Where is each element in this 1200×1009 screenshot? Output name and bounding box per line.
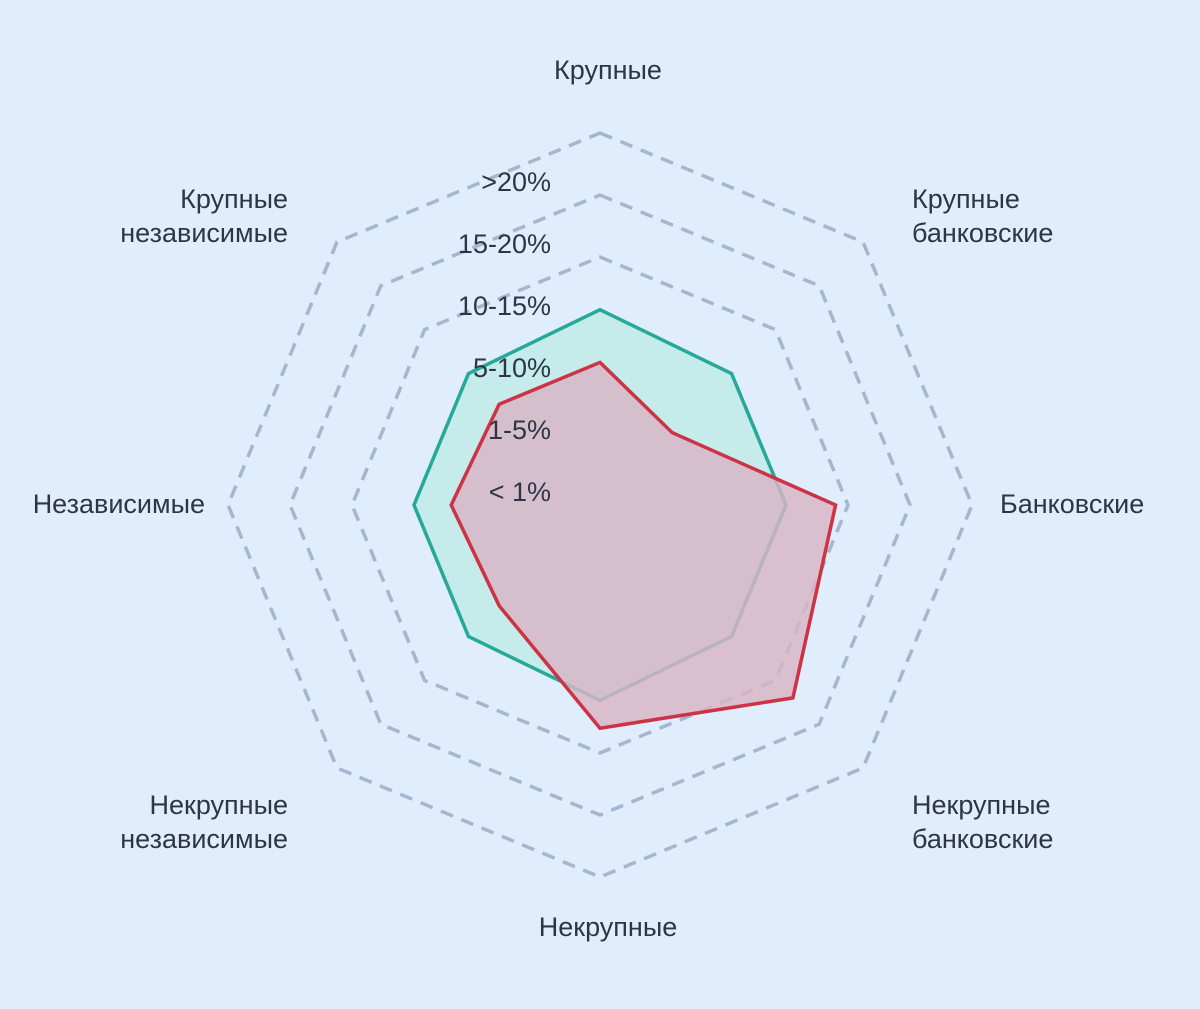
level-label: 5-10% (473, 353, 551, 383)
series-polygon (449, 360, 838, 731)
axis-label-line: Некрупные (150, 790, 289, 820)
grid-ring (350, 255, 850, 755)
axis-label: Крупные (554, 55, 662, 85)
axis-labels: Крупные Крупные банковские Банковские Некруп… (33, 55, 1145, 942)
axis-label-line: Независимые (33, 489, 205, 519)
axis-label: Крупные независимые (120, 184, 288, 248)
axis-label: Некрупные (539, 912, 678, 942)
grid-ring (226, 131, 974, 879)
level-label: 15-20% (458, 229, 551, 259)
axis-label-line: банковские (912, 824, 1053, 854)
axis-label-line: Некрупные (912, 790, 1051, 820)
axis-label-line: Крупные (180, 184, 288, 214)
axis-label-line: независимые (120, 824, 288, 854)
axis-label-line: независимые (120, 218, 288, 248)
level-label: >20% (481, 167, 551, 197)
level-label: < 1% (489, 477, 551, 507)
level-label: 10-15% (458, 291, 551, 321)
grid-ring (288, 193, 912, 817)
axis-label-line: Некрупные (539, 912, 678, 942)
axis-label-line: банковские (912, 218, 1053, 248)
level-label: 1-5% (488, 415, 551, 445)
axis-label-line: Крупные (554, 55, 662, 85)
series-layer (412, 307, 838, 731)
axis-label: Крупные банковские (912, 184, 1053, 248)
axis-label: Некрупные банковские (912, 790, 1053, 854)
axis-label-line: Банковские (1000, 489, 1144, 519)
axis-label: Некрупные независимые (120, 790, 288, 854)
level-labels: < 1% 1-5% 5-10% 10-15% 15-20% >20% (458, 167, 551, 507)
axis-label: Независимые (33, 489, 205, 519)
axis-label: Банковские (1000, 489, 1144, 519)
axis-label-line: Крупные (912, 184, 1020, 214)
